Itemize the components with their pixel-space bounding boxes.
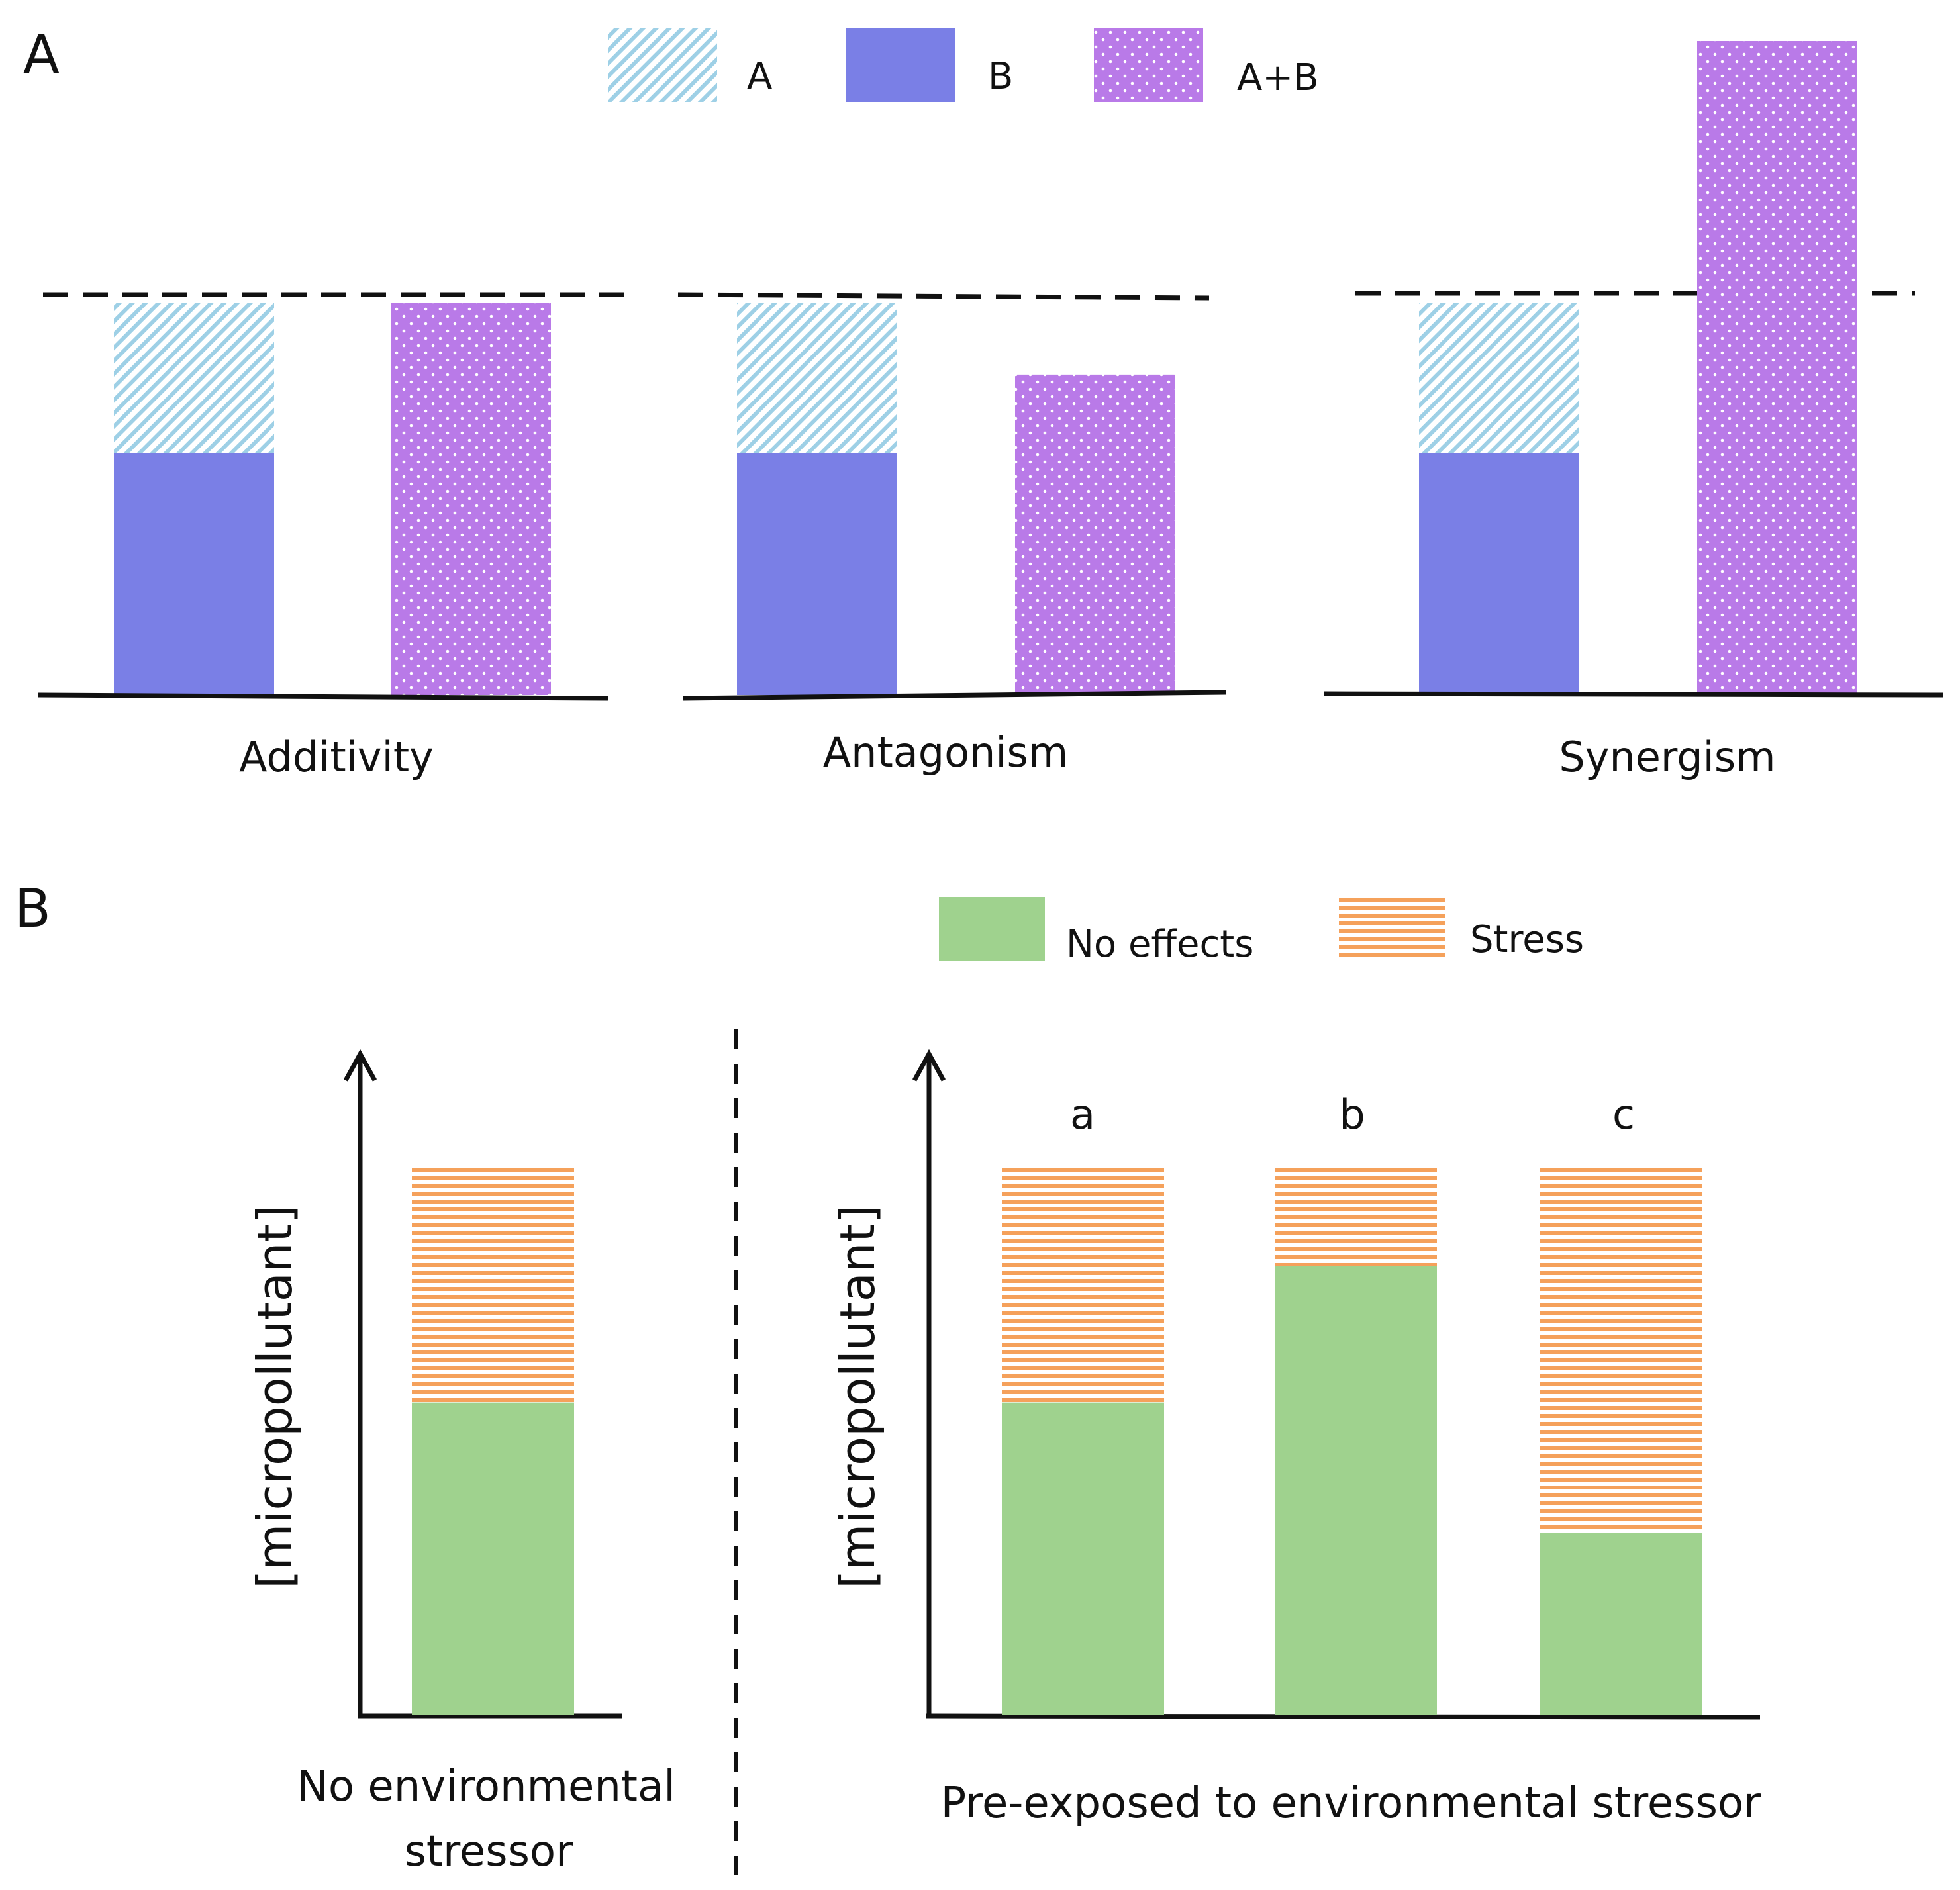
bar-ab-additivity xyxy=(391,303,551,695)
caption: Pre-exposed to environmental stressor xyxy=(941,1779,1762,1828)
bar-ab-antagonism xyxy=(1015,374,1175,695)
baseline xyxy=(38,692,609,701)
y-axis-label: [micropollutant] xyxy=(830,1205,885,1589)
bar-no-effects xyxy=(412,1402,574,1715)
baseline xyxy=(1324,691,1944,698)
bar-label-c: c xyxy=(1612,1090,1635,1139)
bar-a-additivity xyxy=(114,303,274,453)
panel-b-label: B xyxy=(15,878,51,939)
bar-b-synergism xyxy=(1419,453,1579,695)
bar-ab-synergism xyxy=(1697,41,1857,695)
y-axis-label: [micropollutant] xyxy=(247,1205,303,1589)
bar-a-synergism xyxy=(1419,303,1579,453)
bar-label-a: a xyxy=(1070,1090,1095,1139)
legend-ab-swatch xyxy=(1094,28,1203,102)
panel-a-legend: A B A+B xyxy=(608,28,1319,102)
panel-a: A A B A+B Additivity Antagonism xyxy=(23,24,1944,781)
legend-a-label: A xyxy=(747,55,772,98)
bar-stress xyxy=(412,1168,574,1403)
caption-synergism: Synergism xyxy=(1559,733,1775,781)
bar-b-additivity xyxy=(114,453,274,695)
legend-stress-label: Stress xyxy=(1470,918,1584,961)
panel-b-legend: No effects Stress xyxy=(939,897,1584,966)
y-axis-arrow xyxy=(343,1049,377,1082)
baseline xyxy=(683,690,1227,701)
group-additivity: Additivity xyxy=(38,292,626,781)
x-axis xyxy=(926,1713,1761,1720)
legend-stress-swatch xyxy=(1339,897,1445,961)
chart-no-stressor: [micropollutant] No environmental stress… xyxy=(247,1049,675,1876)
legend-ab-label: A+B xyxy=(1237,56,1319,99)
bar-c-no-effects xyxy=(1540,1533,1702,1715)
legend-no-effects-label: No effects xyxy=(1066,923,1253,966)
panel-a-label: A xyxy=(23,24,60,85)
legend-b-label: B xyxy=(988,55,1013,98)
bar-b-antagonism xyxy=(737,453,897,695)
bar-label-b: b xyxy=(1339,1090,1365,1139)
chart-pre-exposed: [micropollutant] a b c Pre-exposed to en… xyxy=(830,1049,1762,1828)
caption-line-2: stressor xyxy=(405,1827,574,1876)
legend-a-swatch xyxy=(608,28,717,102)
bar-b-no-effects xyxy=(1275,1266,1437,1715)
bar-b-stress xyxy=(1275,1168,1437,1266)
group-antagonism: Antagonism xyxy=(677,292,1227,777)
y-axis-arrow xyxy=(912,1049,946,1082)
legend-b-swatch xyxy=(846,28,956,102)
group-synergism: Synergism xyxy=(1324,41,1944,781)
caption-antagonism: Antagonism xyxy=(823,728,1069,777)
bar-c-stress xyxy=(1540,1168,1702,1533)
caption-additivity: Additivity xyxy=(239,733,434,781)
caption-line-1: No environmental xyxy=(297,1762,675,1811)
bar-a-stress xyxy=(1002,1168,1164,1403)
reference-line xyxy=(677,292,1210,301)
legend-no-effects-swatch xyxy=(939,897,1045,961)
bar-a-no-effects xyxy=(1002,1402,1164,1715)
panel-b: B No effects Stress [micropollutant] No … xyxy=(15,878,1761,1883)
bar-a-antagonism xyxy=(737,303,897,453)
